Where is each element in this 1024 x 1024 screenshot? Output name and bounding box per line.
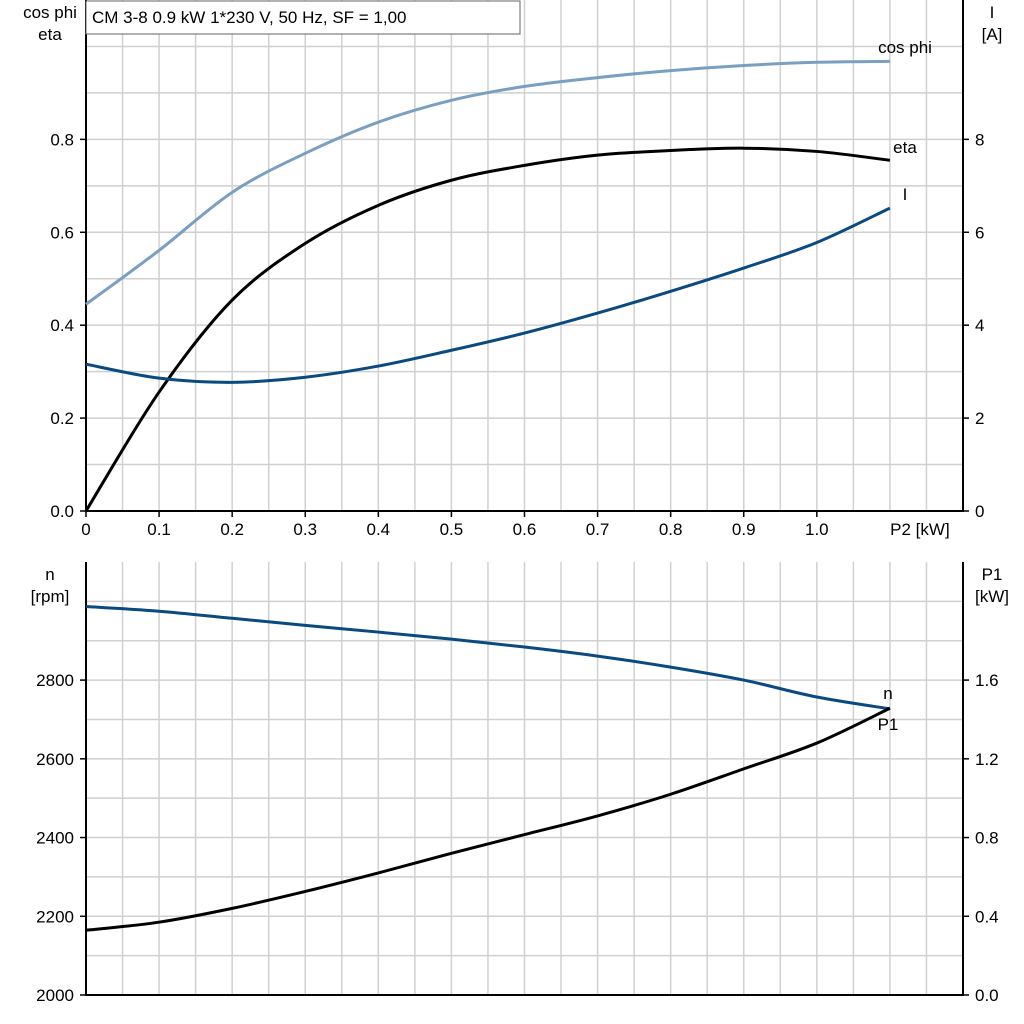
y-tick-label-left: 0.6 xyxy=(50,223,74,242)
x-tick-label: 0.9 xyxy=(732,520,756,539)
y-tick-label-left: 0.2 xyxy=(50,409,74,428)
series-label-n: n xyxy=(883,684,892,703)
series-line-cos-phi xyxy=(85,59,890,306)
title-box: CM 3-8 0.9 kW 1*230 V, 50 Hz, SF = 1,00 xyxy=(85,0,521,35)
x-tick-label: 0.6 xyxy=(513,520,537,539)
bottom-plot: 2000 2200 2400 2600 2800 0.0 0.4 0.8 1.2 1.6 n [rpm… xyxy=(31,562,1009,1005)
y-tick-label-left: 2200 xyxy=(36,907,74,926)
y-tick-label-right: 1.6 xyxy=(975,671,999,690)
series-label-cos-phi: cos phi xyxy=(878,38,932,57)
y-tick-label-left: 0.0 xyxy=(50,502,74,521)
x-tick-label: 1.0 xyxy=(805,520,829,539)
y-tick-label-left: 0.8 xyxy=(50,130,74,149)
y-tick-label-right: 2 xyxy=(975,409,984,428)
y-axis-label-right: P1 xyxy=(982,565,1003,584)
series-label-p1: P1 xyxy=(878,715,899,734)
series-line-p1 xyxy=(85,706,891,932)
y-axis-label-right: I xyxy=(990,3,995,22)
y-tick-label-right: 8 xyxy=(975,130,984,149)
y-tick-label-left: 2800 xyxy=(36,671,74,690)
x-tick-label: 0.2 xyxy=(220,520,244,539)
y-tick-label-right: 4 xyxy=(975,316,984,335)
series-line-n xyxy=(85,604,891,711)
y-axis-label-left: [rpm] xyxy=(31,587,70,606)
y-tick-label-right: 0 xyxy=(975,502,984,521)
chart-title: CM 3-8 0.9 kW 1*230 V, 50 Hz, SF = 1,00 xyxy=(92,8,407,27)
x-tick-label: 0.3 xyxy=(293,520,317,539)
x-tick-label: 0.1 xyxy=(147,520,171,539)
y-tick-label-right: 0.4 xyxy=(975,907,999,926)
y-tick-label-right: 0.0 xyxy=(975,986,999,1005)
y-axis-label-left: eta xyxy=(38,25,62,44)
x-axis-label: P2 [kW] xyxy=(890,520,950,539)
x-tick-label: 0.5 xyxy=(440,520,464,539)
y-tick-label-right: 0.8 xyxy=(975,829,999,848)
x-tick-label: 0.7 xyxy=(586,520,610,539)
y-tick-label-left: 2400 xyxy=(36,829,74,848)
series-line-i xyxy=(85,206,891,384)
y-axis-label-right: [kW] xyxy=(975,587,1009,606)
series-label-eta: eta xyxy=(893,138,917,157)
x-tick-label: 0 xyxy=(81,520,90,539)
y-axis-label-right: [A] xyxy=(982,25,1003,44)
y-axis-label-left: n xyxy=(45,565,54,584)
y-tick-label-left: 2600 xyxy=(36,750,74,769)
top-plot: 0.0 0.2 0.4 0.6 0.8 0 2 4 6 8 cos phi eta I [A] 0 0.1 0.… xyxy=(23,0,1002,539)
series-line-eta xyxy=(84,146,891,512)
series-label-i: I xyxy=(903,185,908,204)
y-tick-label-right: 6 xyxy=(975,223,984,242)
x-tick-label: 0.4 xyxy=(367,520,391,539)
y-axis-label-left: cos phi xyxy=(23,3,77,22)
x-tick-label: 0.8 xyxy=(659,520,683,539)
y-tick-label-left: 0.4 xyxy=(50,316,74,335)
y-tick-label-left: 2000 xyxy=(36,986,74,1005)
y-tick-label-right: 1.2 xyxy=(975,750,999,769)
